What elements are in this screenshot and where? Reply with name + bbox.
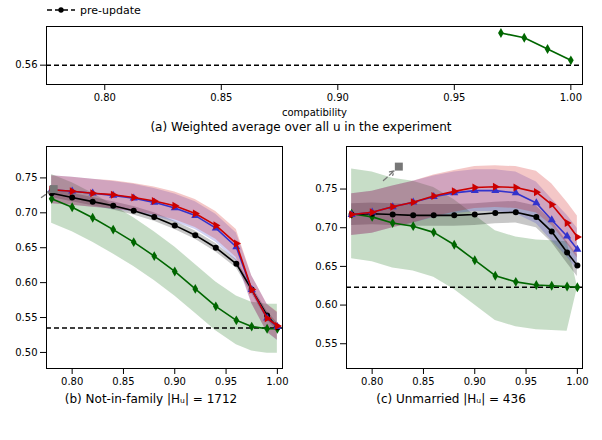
svg-text:1.00: 1.00 bbox=[566, 376, 588, 387]
svg-text:0.95: 0.95 bbox=[443, 92, 465, 103]
svg-text:0.70: 0.70 bbox=[15, 207, 37, 218]
svg-text:0.60: 0.60 bbox=[15, 277, 37, 288]
html-text:(c) Unmarried |Hᵤ| = 436: (c) Unmarried |Hᵤ| = 436 bbox=[376, 392, 526, 406]
html-text:(b) Not-in-family |Hᵤ| = 1712: (b) Not-in-family |Hᵤ| = 1712 bbox=[64, 392, 238, 406]
svg-text:0.56: 0.56 bbox=[15, 59, 37, 70]
svg-text:0.65: 0.65 bbox=[315, 261, 337, 272]
svg-text:compatibility: compatibility bbox=[282, 107, 347, 118]
svg-text:0.85: 0.85 bbox=[412, 376, 434, 387]
svg-text:0.80: 0.80 bbox=[61, 376, 83, 387]
svg-text:0.55: 0.55 bbox=[315, 338, 337, 349]
svg-text:0.55: 0.55 bbox=[15, 312, 37, 323]
svg-text:0.65: 0.65 bbox=[15, 242, 37, 253]
svg-text:0.90: 0.90 bbox=[464, 376, 486, 387]
svg-text:0.95: 0.95 bbox=[215, 376, 237, 387]
svg-text:0.50: 0.50 bbox=[15, 347, 37, 358]
svg-text:0.90: 0.90 bbox=[327, 92, 349, 103]
svg-text:0.75: 0.75 bbox=[315, 183, 337, 194]
svg-text:0.80: 0.80 bbox=[94, 92, 116, 103]
svg-text:0.70: 0.70 bbox=[315, 222, 337, 233]
svg-text:1.00: 1.00 bbox=[560, 92, 582, 103]
svg-text:0.85: 0.85 bbox=[210, 92, 232, 103]
svg-text:1.00: 1.00 bbox=[266, 376, 288, 387]
svg-text:0.95: 0.95 bbox=[515, 376, 537, 387]
svg-text:0.85: 0.85 bbox=[112, 376, 134, 387]
svg-text:0.80: 0.80 bbox=[361, 376, 383, 387]
html-text:pre-update: pre-update bbox=[80, 3, 141, 17]
svg-text:0.75: 0.75 bbox=[15, 172, 37, 183]
html-text:(a) Weighted average over all: (a) Weighted average over all u in the e… bbox=[150, 120, 452, 134]
svg-text:0.90: 0.90 bbox=[164, 376, 186, 387]
svg-text:0.60: 0.60 bbox=[315, 299, 337, 310]
